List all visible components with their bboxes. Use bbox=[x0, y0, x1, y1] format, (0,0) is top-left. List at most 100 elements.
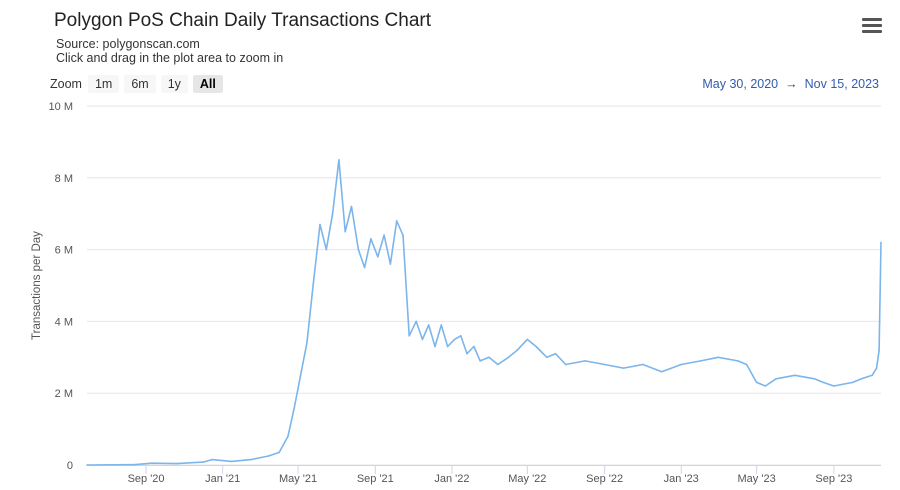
x-tick-label: Jan '21 bbox=[205, 473, 240, 485]
chart-title: Polygon PoS Chain Daily Transactions Cha… bbox=[54, 10, 432, 31]
data-point bbox=[357, 248, 360, 251]
x-tick-label: Sep '22 bbox=[586, 473, 623, 485]
data-point bbox=[642, 363, 644, 366]
data-point bbox=[267, 455, 270, 457]
data-point bbox=[603, 363, 606, 366]
y-tick-label: 0 bbox=[67, 460, 73, 472]
data-point bbox=[344, 230, 347, 233]
chart-source: Source: polygonscan.com bbox=[56, 37, 200, 51]
data-point bbox=[822, 381, 824, 384]
data-point bbox=[875, 367, 878, 369]
series-layer bbox=[86, 159, 882, 466]
data-point bbox=[299, 374, 302, 377]
y-axis: 0 2 M 4 M 6 M 8 M 10 M bbox=[49, 101, 73, 472]
data-point bbox=[526, 338, 529, 341]
data-point bbox=[325, 248, 328, 251]
data-point bbox=[622, 367, 625, 369]
data-point bbox=[851, 381, 854, 384]
y-axis-title: Transactions per Day bbox=[31, 231, 43, 340]
data-point bbox=[370, 238, 372, 240]
data-point bbox=[661, 370, 663, 373]
data-point bbox=[363, 266, 366, 269]
data-point bbox=[383, 234, 385, 236]
data-point bbox=[717, 356, 720, 359]
data-point bbox=[415, 320, 418, 323]
data-point bbox=[250, 458, 252, 461]
data-point bbox=[880, 241, 882, 244]
data-point bbox=[860, 378, 863, 380]
y-tick-label: 2 M bbox=[55, 388, 73, 400]
data-point bbox=[497, 363, 499, 366]
data-point bbox=[338, 159, 340, 161]
x-tick-label: Sep '20 bbox=[128, 473, 165, 485]
data-point bbox=[312, 284, 314, 287]
data-point bbox=[488, 356, 490, 359]
data-point bbox=[319, 223, 321, 226]
data-point bbox=[287, 435, 289, 438]
data-point bbox=[564, 363, 567, 366]
data-point bbox=[554, 352, 557, 355]
data-point bbox=[150, 462, 153, 465]
data-point bbox=[331, 212, 334, 215]
x-axis: Sep '20 Jan '21 May '21 Sep '21 Jan '22 May '… bbox=[87, 465, 881, 485]
data-point bbox=[473, 345, 475, 348]
data-point bbox=[745, 363, 748, 366]
zoom-label: Zoom bbox=[50, 77, 82, 91]
data-point bbox=[421, 338, 424, 341]
x-tick-label: Sep '21 bbox=[357, 473, 394, 485]
zoom-all-button[interactable]: All bbox=[192, 75, 223, 93]
data-point bbox=[202, 461, 204, 463]
data-point bbox=[434, 345, 436, 348]
data-point bbox=[546, 356, 548, 359]
data-point bbox=[680, 363, 682, 366]
x-tick-label: May '21 bbox=[279, 473, 317, 485]
x-tick-label: Jan '23 bbox=[664, 473, 699, 485]
data-point bbox=[389, 263, 392, 265]
x-tick-label: May '22 bbox=[508, 473, 546, 485]
data-point bbox=[516, 349, 519, 351]
data-point bbox=[755, 381, 758, 384]
data-point bbox=[350, 205, 353, 208]
data-point bbox=[794, 374, 796, 377]
zoom-selector: Zoom 1m 6m 1y All bbox=[50, 74, 228, 94]
y-tick-label: 8 M bbox=[55, 173, 73, 185]
zoom-1m-button[interactable]: 1m bbox=[87, 75, 120, 93]
data-point bbox=[507, 356, 510, 359]
data-point bbox=[460, 335, 462, 337]
data-point bbox=[395, 220, 398, 222]
hamburger-menu-icon[interactable] bbox=[862, 18, 882, 34]
zoom-6m-button[interactable]: 6m bbox=[124, 75, 156, 93]
date-range: May 30, 2020 → Nov 15, 2023 bbox=[702, 77, 879, 91]
data-point bbox=[402, 234, 404, 236]
data-point bbox=[764, 385, 767, 387]
range-to-date[interactable]: Nov 15, 2023 bbox=[804, 77, 879, 91]
data-point bbox=[306, 342, 308, 344]
data-point bbox=[699, 360, 702, 362]
data-point bbox=[278, 451, 281, 454]
data-point bbox=[211, 458, 213, 461]
data-point bbox=[871, 374, 873, 377]
range-from-date[interactable]: May 30, 2020 bbox=[702, 77, 779, 91]
y-tick-label: 4 M bbox=[55, 316, 73, 328]
data-point bbox=[176, 462, 178, 465]
data-point bbox=[134, 463, 137, 466]
y-tick-label: 10 M bbox=[49, 101, 73, 113]
x-tick-label: Sep '23 bbox=[815, 473, 852, 485]
data-point bbox=[440, 324, 443, 326]
data-point bbox=[737, 360, 739, 362]
zoom-1y-button[interactable]: 1y bbox=[160, 75, 188, 93]
data-point bbox=[377, 255, 379, 258]
data-point bbox=[453, 338, 456, 341]
data-point bbox=[813, 378, 816, 380]
data-point bbox=[446, 345, 449, 348]
data-point bbox=[878, 349, 880, 351]
chart-zoom-hint: Click and drag in the plot area to zoom … bbox=[56, 51, 284, 65]
data-point bbox=[230, 460, 233, 463]
range-arrow-icon: → bbox=[785, 77, 798, 91]
data-point bbox=[408, 335, 411, 337]
grid-lines bbox=[87, 105, 881, 466]
data-point bbox=[535, 345, 537, 348]
x-tick-label: Jan '22 bbox=[434, 473, 469, 485]
data-point bbox=[293, 406, 296, 409]
